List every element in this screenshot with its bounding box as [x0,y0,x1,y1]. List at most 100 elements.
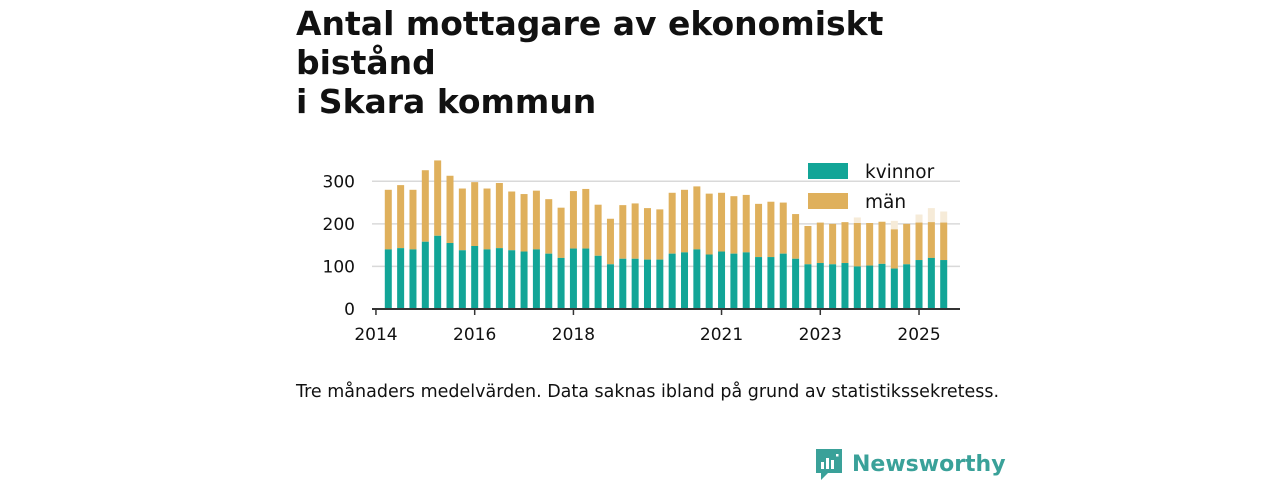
bar-man-2 [409,189,417,250]
x-tick-label-2021: 2021 [700,325,743,345]
bar-kvinnor-3 [421,241,429,309]
bar-kvinnor-44 [927,257,935,309]
bar-kvinnor-25 [693,249,701,309]
legend-label-kvinnor: kvinnor [865,162,935,183]
axes: 0 100 200 300 2014 2016 2018 2021 2023 2025 [323,172,960,345]
bar-man-16 [582,188,590,249]
bar-man-6 [458,188,466,251]
bar-kvinnor-38 [853,266,861,309]
bar-man-11 [520,194,528,252]
bar-man-9 [495,182,503,249]
y-tick-label-100: 100 [323,257,355,277]
x-tick-label-2023: 2023 [799,325,842,345]
bar-man-30 [755,203,763,258]
bar-man-29 [742,194,750,253]
bars [384,160,948,309]
bar-kvinnor-41 [890,268,898,309]
bar-kvinnor-32 [779,253,787,309]
bar-kvinnor-35 [816,263,824,309]
bar-man-33 [792,214,800,259]
bar-kvinnor-21 [643,259,651,309]
bar-man-18 [606,218,614,265]
x-tick-label-2018: 2018 [552,325,595,345]
bar-kvinnor-43 [915,260,923,309]
bar-kvinnor-8 [483,249,491,309]
chart-title-line-2: i Skara kommun [296,82,597,121]
bar-man-34 [804,225,812,265]
bar-man-8 [483,188,491,250]
y-tick-label-0: 0 [344,300,355,320]
bar-man-28 [730,196,738,254]
bar-man-21 [643,208,651,260]
bar-kvinnor-6 [458,250,466,309]
bar-kvinnor-39 [866,265,874,309]
bar-kvinnor-40 [878,263,886,309]
bar-kvinnor-0 [384,249,392,309]
bar-man-19 [619,205,627,259]
brand-name: Newsworthy [852,451,1006,477]
bar-kvinnor-31 [767,257,775,309]
bar-kvinnor-5 [446,243,454,309]
bar-kvinnor-16 [582,248,590,309]
bar-man-1 [397,185,405,249]
bar-kvinnor-11 [520,251,528,309]
bar-man-12 [532,190,540,250]
bar-man-36 [829,223,837,265]
y-tick-label-200: 200 [323,215,355,235]
bar-kvinnor-10 [508,250,516,309]
x-tick-label-2016: 2016 [453,325,496,345]
bar-kvinnor-20 [631,258,639,309]
bar-man-37 [841,222,849,264]
bar-kvinnor-14 [557,257,565,309]
chart-title: Antal mottagare av ekonomiskt bistånd i … [296,4,1016,121]
brand-logo[interactable]: Newsworthy [814,446,1006,482]
y-tick-label-300: 300 [323,172,355,192]
legend: kvinnor män [808,162,935,213]
bar-kvinnor-9 [495,248,503,309]
bar-man-22 [656,209,664,260]
bar-kvinnor-19 [619,258,627,309]
bar-man-41 [890,229,898,269]
bar-kvinnor-23 [668,253,676,309]
bar-man-0 [384,189,392,250]
bar-kvinnor-1 [397,248,405,309]
bar-man-40 [878,221,886,264]
bar-man-4 [434,160,442,236]
bar-man-39 [866,223,874,266]
bar-man-26 [705,193,713,255]
bar-man-10 [508,191,516,251]
bar-kvinnor-7 [471,245,479,309]
x-tick-label-2014: 2014 [354,325,397,345]
bar-kvinnor-26 [705,254,713,309]
gridlines [372,180,960,268]
bar-man-25 [693,186,701,250]
bar-man-13 [545,199,553,254]
bar-kvinnor-27 [718,251,726,309]
bar-kvinnor-36 [829,264,837,309]
bar-man-35 [816,222,824,264]
bar-kvinnor-2 [409,249,417,309]
bar-man-31 [767,201,775,258]
bar-man-3 [421,170,429,242]
bar-man-42 [903,223,911,265]
bar-kvinnor-18 [606,264,614,309]
bar-kvinnor-15 [569,248,577,309]
bar-man-7 [471,182,479,246]
bar-kvinnor-29 [742,252,750,309]
chart-title-line-1: Antal mottagare av ekonomiskt bistånd [296,4,884,82]
legend-label-man: män [865,192,906,213]
bar-kvinnor-30 [755,257,763,309]
bar-man-17 [594,204,602,256]
bar-man-5 [446,175,454,244]
bar-kvinnor-17 [594,255,602,309]
bar-kvinnor-24 [681,252,689,309]
bar-man-44 [927,222,935,258]
bar-man-32 [779,202,787,254]
bar-kvinnor-13 [545,253,553,309]
bar-man-20 [631,203,639,259]
bar-man-24 [681,189,689,253]
bar-kvinnor-4 [434,235,442,309]
bar-man-45 [940,222,948,261]
bar-man-43 [915,222,923,261]
